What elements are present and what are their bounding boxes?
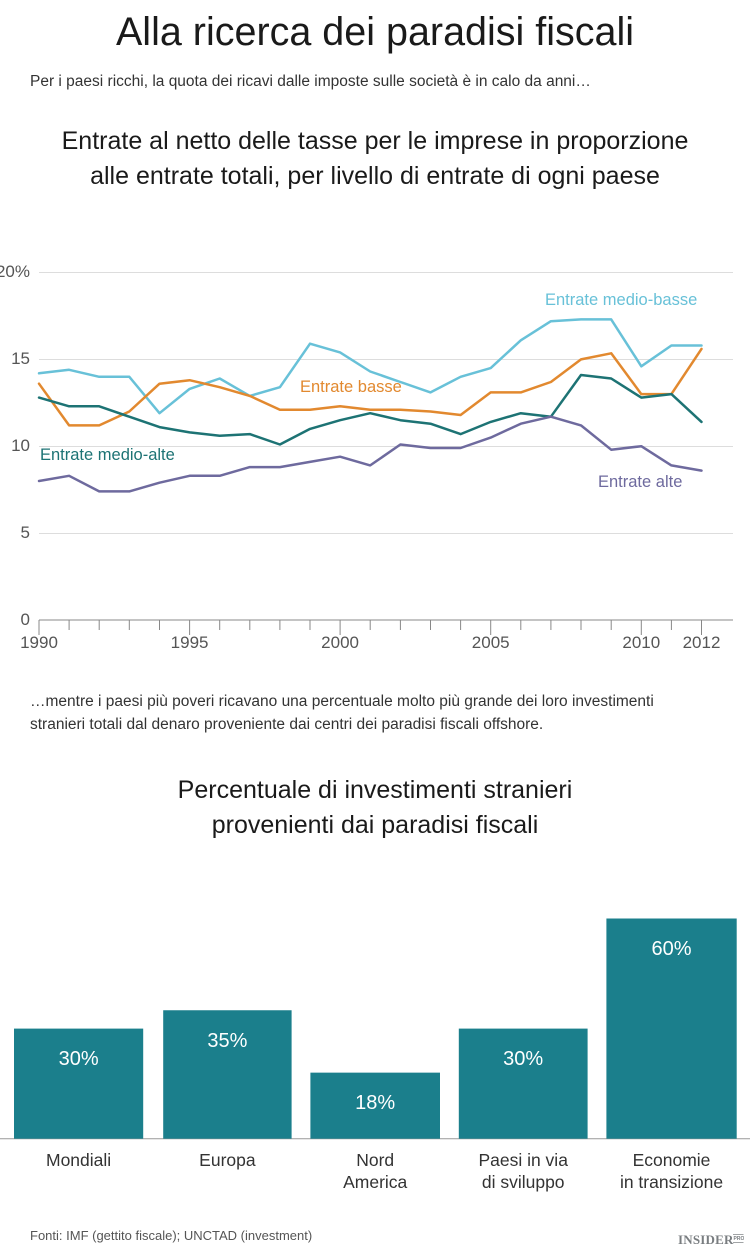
svg-text:2000: 2000 bbox=[321, 633, 359, 652]
svg-text:Entrate basse: Entrate basse bbox=[300, 378, 402, 396]
svg-text:in transizione: in transizione bbox=[620, 1172, 723, 1192]
svg-text:Nord: Nord bbox=[356, 1150, 394, 1170]
svg-text:0: 0 bbox=[21, 610, 30, 629]
svg-text:18%: 18% bbox=[355, 1092, 395, 1114]
svg-text:30%: 30% bbox=[503, 1048, 543, 1070]
svg-text:Paesi in via: Paesi in via bbox=[478, 1150, 568, 1170]
svg-text:2010: 2010 bbox=[622, 633, 660, 652]
svg-text:Economie: Economie bbox=[633, 1150, 711, 1170]
svg-text:5: 5 bbox=[21, 523, 30, 542]
svg-text:2005: 2005 bbox=[472, 633, 510, 652]
svg-text:15: 15 bbox=[11, 349, 30, 368]
svg-text:PRO: PRO bbox=[734, 1236, 745, 1242]
svg-text:Entrate alte: Entrate alte bbox=[598, 473, 682, 491]
svg-text:Mondiali: Mondiali bbox=[46, 1150, 111, 1170]
svg-text:1995: 1995 bbox=[171, 633, 209, 652]
svg-text:America: America bbox=[343, 1172, 407, 1192]
svg-text:2012: 2012 bbox=[683, 633, 721, 652]
svg-text:1990: 1990 bbox=[20, 633, 58, 652]
svg-text:60%: 60% bbox=[651, 938, 691, 960]
svg-text:10: 10 bbox=[11, 436, 30, 455]
svg-text:Europa: Europa bbox=[199, 1150, 256, 1170]
svg-text:20%: 20% bbox=[0, 262, 30, 281]
svg-text:35%: 35% bbox=[207, 1030, 247, 1052]
svg-text:30%: 30% bbox=[59, 1048, 99, 1070]
svg-text:Entrate medio-alte: Entrate medio-alte bbox=[40, 446, 175, 464]
svg-text:Entrate medio-basse: Entrate medio-basse bbox=[545, 291, 697, 309]
svg-text:di sviluppo: di sviluppo bbox=[482, 1172, 565, 1192]
svg-text:INSIDER: INSIDER bbox=[678, 1233, 734, 1247]
